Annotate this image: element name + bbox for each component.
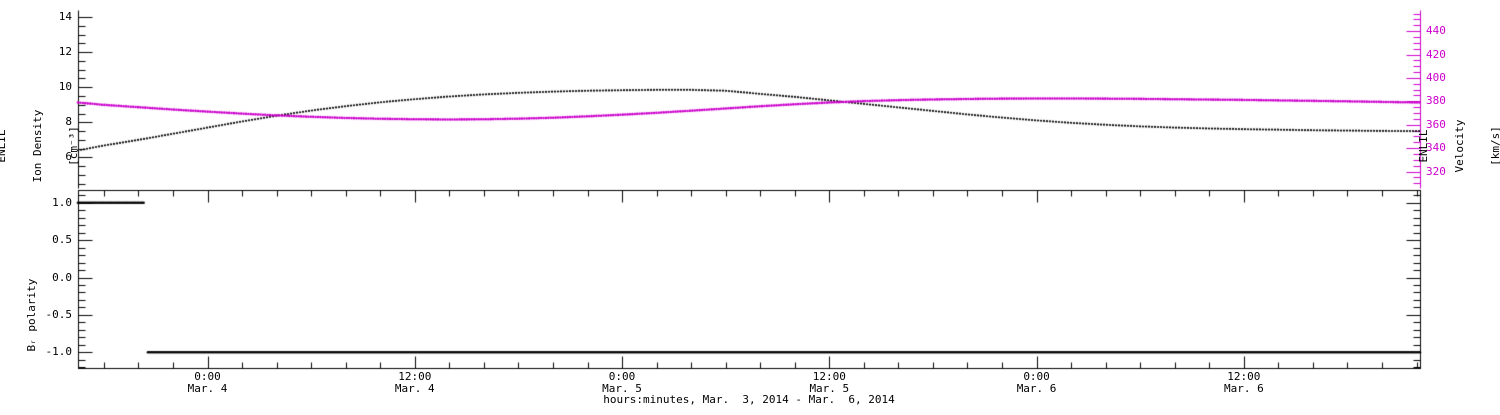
polarity-axis-title: ENLIL Bᵣ polarity: [0, 215, 62, 415]
velocity-axis-title-line1: ENLIL: [1417, 129, 1430, 163]
density-axis-title-line3: [cm⁻³]: [67, 126, 80, 166]
polarity-axis-title-line2: Bᵣ polarity: [25, 278, 38, 352]
velocity-axis-title: ENLIL Velocity [km/s]: [1394, 46, 1500, 246]
velocity-axis-title-line2: Velocity: [1453, 119, 1466, 173]
velocity-axis-title-line3: [km/s]: [1489, 126, 1500, 166]
polarity-axis-title-line1: ENLIL: [0, 298, 2, 332]
x-axis-label: hours:minutes, Mar. 3, 2014 - Mar. 6, 20…: [603, 393, 895, 406]
